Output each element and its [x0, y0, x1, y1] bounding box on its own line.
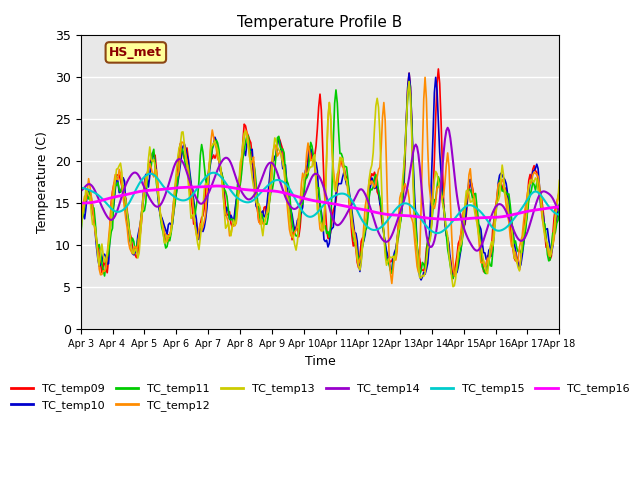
TC_temp14 [166, 178, 173, 184]
TC_temp12 [500, 179, 508, 185]
TC_temp12 [166, 231, 173, 237]
TC_temp15 [378, 224, 385, 230]
TC_temp14 [77, 188, 84, 194]
TC_temp13 [376, 131, 384, 137]
TC_temp11 [376, 194, 384, 200]
TC_temp10 [77, 215, 84, 221]
TC_temp14 [365, 202, 373, 207]
TC_temp11 [449, 276, 457, 281]
TC_temp16 [166, 186, 173, 192]
TC_temp12 [349, 226, 357, 231]
TC_temp14 [473, 248, 481, 253]
Legend: TC_temp09, TC_temp10, TC_temp11, TC_temp12, TC_temp13, TC_temp14, TC_temp15, TC_: TC_temp09, TC_temp10, TC_temp11, TC_temp… [6, 379, 634, 415]
TC_temp10 [349, 218, 357, 224]
Text: HS_met: HS_met [109, 46, 163, 59]
TC_temp11 [166, 238, 173, 244]
TC_temp15 [77, 185, 84, 191]
TC_temp10 [556, 202, 563, 207]
TC_temp09 [365, 187, 373, 192]
TC_temp13 [90, 222, 98, 228]
TC_temp15 [367, 226, 374, 232]
Line: TC_temp09: TC_temp09 [81, 69, 559, 278]
TC_temp16 [556, 204, 563, 210]
TC_temp16 [77, 200, 84, 206]
Line: TC_temp11: TC_temp11 [81, 82, 559, 278]
TC_temp09 [166, 235, 173, 240]
TC_temp16 [367, 208, 374, 214]
TC_temp16 [90, 199, 98, 205]
Title: Temperature Profile B: Temperature Profile B [237, 15, 403, 30]
TC_temp14 [349, 199, 357, 204]
TC_temp11 [90, 205, 98, 211]
TC_temp13 [405, 79, 413, 84]
TC_temp10 [166, 220, 173, 226]
TC_temp11 [77, 235, 84, 241]
TC_temp09 [449, 276, 457, 281]
TC_temp09 [500, 188, 508, 194]
Line: TC_temp16: TC_temp16 [81, 186, 559, 219]
TC_temp13 [365, 176, 373, 181]
TC_temp14 [376, 232, 384, 238]
TC_temp09 [349, 243, 357, 249]
TC_temp16 [214, 183, 221, 189]
TC_temp16 [500, 214, 508, 219]
TC_temp11 [365, 194, 373, 200]
Line: TC_temp15: TC_temp15 [81, 173, 559, 233]
TC_temp12 [421, 74, 429, 80]
TC_temp13 [556, 178, 563, 183]
TC_temp15 [90, 190, 98, 195]
Y-axis label: Temperature (C): Temperature (C) [36, 132, 49, 233]
TC_temp09 [435, 66, 442, 72]
TC_temp09 [90, 214, 98, 220]
Line: TC_temp12: TC_temp12 [81, 77, 559, 284]
TC_temp12 [90, 219, 98, 225]
TC_temp13 [77, 231, 84, 237]
TC_temp14 [444, 125, 451, 131]
TC_temp09 [376, 198, 384, 204]
TC_temp11 [405, 79, 413, 84]
TC_temp10 [417, 277, 425, 283]
TC_temp10 [90, 214, 98, 220]
TC_temp14 [556, 207, 563, 213]
TC_temp13 [166, 234, 173, 240]
TC_temp11 [556, 205, 563, 211]
TC_temp14 [500, 204, 508, 210]
TC_temp15 [210, 170, 218, 176]
X-axis label: Time: Time [305, 355, 335, 368]
TC_temp13 [349, 230, 357, 236]
TC_temp15 [166, 190, 173, 196]
TC_temp15 [351, 203, 358, 208]
TC_temp13 [500, 172, 508, 178]
Line: TC_temp14: TC_temp14 [81, 128, 559, 251]
TC_temp09 [556, 187, 563, 192]
TC_temp12 [388, 281, 396, 287]
TC_temp16 [378, 211, 385, 216]
TC_temp12 [77, 220, 84, 226]
TC_temp11 [349, 234, 357, 240]
TC_temp13 [449, 284, 457, 289]
Line: TC_temp13: TC_temp13 [81, 82, 559, 287]
TC_temp11 [500, 187, 508, 193]
TC_temp10 [376, 201, 384, 206]
TC_temp10 [405, 70, 413, 76]
TC_temp09 [77, 206, 84, 212]
TC_temp10 [365, 190, 373, 196]
TC_temp16 [351, 205, 358, 211]
TC_temp15 [500, 227, 508, 232]
TC_temp12 [365, 177, 373, 183]
TC_temp15 [556, 212, 563, 217]
TC_temp10 [500, 175, 508, 181]
TC_temp12 [376, 164, 384, 170]
TC_temp15 [433, 230, 441, 236]
Line: TC_temp10: TC_temp10 [81, 73, 559, 280]
TC_temp14 [90, 186, 98, 192]
TC_temp12 [556, 192, 563, 197]
TC_temp16 [449, 216, 457, 222]
